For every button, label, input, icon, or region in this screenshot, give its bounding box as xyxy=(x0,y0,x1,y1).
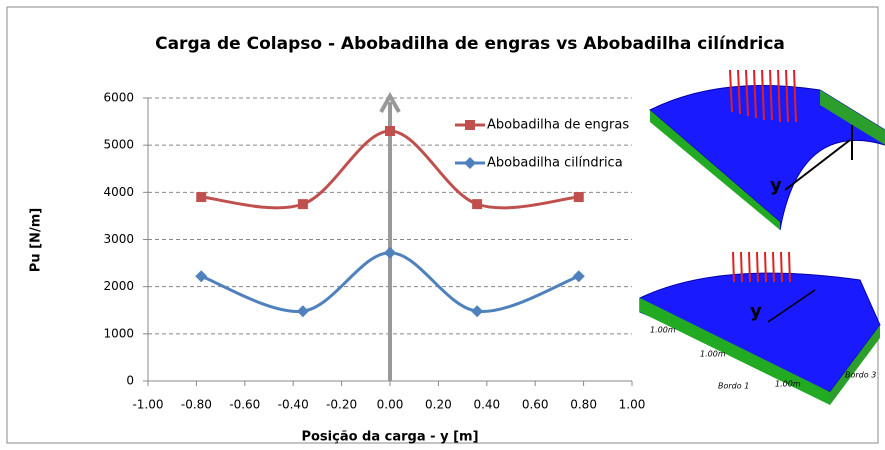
x-tick-label: -0.80 xyxy=(181,398,212,412)
x-tick-label: 0.00 xyxy=(377,398,404,412)
annotation: 1.00m xyxy=(700,350,726,359)
annotation: y xyxy=(750,301,762,322)
annotation: 1.00m xyxy=(650,326,676,335)
x-tick-label: -0.60 xyxy=(229,398,260,412)
x-tick-label: 0.40 xyxy=(473,398,500,412)
y-tick-label: 3000 xyxy=(103,232,134,246)
x-tick-label: 1.00 xyxy=(619,398,646,412)
y-tick-label: 5000 xyxy=(103,138,134,152)
x-tick-label: -0.20 xyxy=(326,398,357,412)
x-tick-label: 0.20 xyxy=(425,398,452,412)
y-tick-label: 0 xyxy=(126,374,134,388)
marker xyxy=(298,199,308,209)
legend-marker xyxy=(465,120,475,130)
y-tick-label: 4000 xyxy=(103,185,134,199)
annotation: y xyxy=(770,175,782,196)
y-tick-label: 6000 xyxy=(103,91,134,105)
marker xyxy=(574,192,584,202)
legend-label: Abobadilha de engras xyxy=(487,118,629,133)
x-tick-label: -1.00 xyxy=(132,398,163,412)
marker xyxy=(385,126,395,136)
x-tick-label: -0.40 xyxy=(278,398,309,412)
x-axis-label: Posição da carga - y [m] xyxy=(301,430,478,445)
frame xyxy=(7,7,878,443)
x-tick-label: 0.80 xyxy=(570,398,597,412)
y-tick-label: 1000 xyxy=(103,326,134,340)
chart-title: Carga de Colapso - Abobadilha de engras … xyxy=(155,34,785,54)
y-tick-label: 2000 xyxy=(103,279,134,293)
marker xyxy=(196,192,206,202)
annotation: 1.00m xyxy=(775,380,801,389)
legend-label: Abobadilha cilíndrica xyxy=(487,156,623,171)
annotation: Bordo 3 xyxy=(845,371,876,380)
y-axis-label: Pu [N/m] xyxy=(29,208,44,272)
marker xyxy=(472,199,482,209)
annotation: Bordo 1 xyxy=(718,382,749,391)
x-tick-label: 0.60 xyxy=(522,398,549,412)
chart: Carga de Colapso - Abobadilha de engras … xyxy=(0,0,885,450)
